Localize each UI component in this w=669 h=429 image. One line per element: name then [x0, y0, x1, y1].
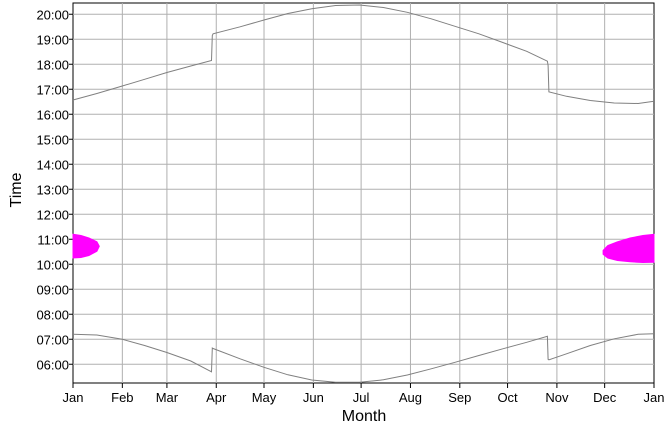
y-tick-label: 09:00 — [36, 282, 69, 297]
x-tick-label: Nov — [545, 390, 569, 405]
x-tick-label: Mar — [156, 390, 179, 405]
y-tick-label: 19:00 — [36, 32, 69, 47]
x-tick-label: May — [252, 390, 277, 405]
y-tick-labels: 06:00 07:00 08:00 09:00 10:00 11:00 12:00 13:00… — [36, 7, 69, 372]
highlight-region — [72, 233, 100, 259]
x-tick-label: Jan — [644, 390, 665, 405]
x-axis-title: Month — [342, 408, 386, 425]
x-tick-label: Sep — [448, 390, 471, 405]
series-line-sunrise — [72, 333, 655, 383]
series-lines — [72, 4, 655, 383]
y-tick-label: 12:00 — [36, 207, 69, 222]
y-tick-label: 13:00 — [36, 182, 69, 197]
highlight-region — [602, 233, 655, 264]
y-tick-label: 15:00 — [36, 132, 69, 147]
y-tick-label: 11:00 — [37, 232, 69, 247]
x-tick-label: Jul — [353, 390, 370, 405]
y-tick-label: 17:00 — [36, 82, 69, 97]
x-tick-label: Feb — [111, 390, 133, 405]
y-tick-label: 07:00 — [36, 332, 69, 347]
y-tick-label: 08:00 — [36, 307, 69, 322]
y-tick-label: 10:00 — [36, 257, 69, 272]
x-tick-label: Apr — [206, 390, 227, 405]
x-tick-label: Jan — [63, 390, 84, 405]
y-axis-title: Time — [8, 172, 25, 207]
series-line-sunset — [72, 4, 655, 105]
y-tick-label: 20:00 — [36, 7, 69, 22]
y-tick-label: 16:00 — [36, 107, 69, 122]
plot-frame — [72, 2, 655, 384]
x-tick-label: Aug — [399, 390, 422, 405]
x-tick-label: Jun — [303, 390, 324, 405]
y-tick-label: 18:00 — [36, 57, 69, 72]
grid — [69, 2, 655, 388]
y-tick-label: 06:00 — [36, 357, 69, 372]
highlight-regions — [72, 233, 655, 264]
y-tick-label: 14:00 — [36, 157, 69, 172]
x-tick-label: Dec — [593, 390, 617, 405]
x-tick-labels: Jan Feb Mar Apr May Jun Jul Aug Sep Oct Nov Dec Jan — [63, 390, 665, 405]
x-tick-label: Oct — [497, 390, 518, 405]
